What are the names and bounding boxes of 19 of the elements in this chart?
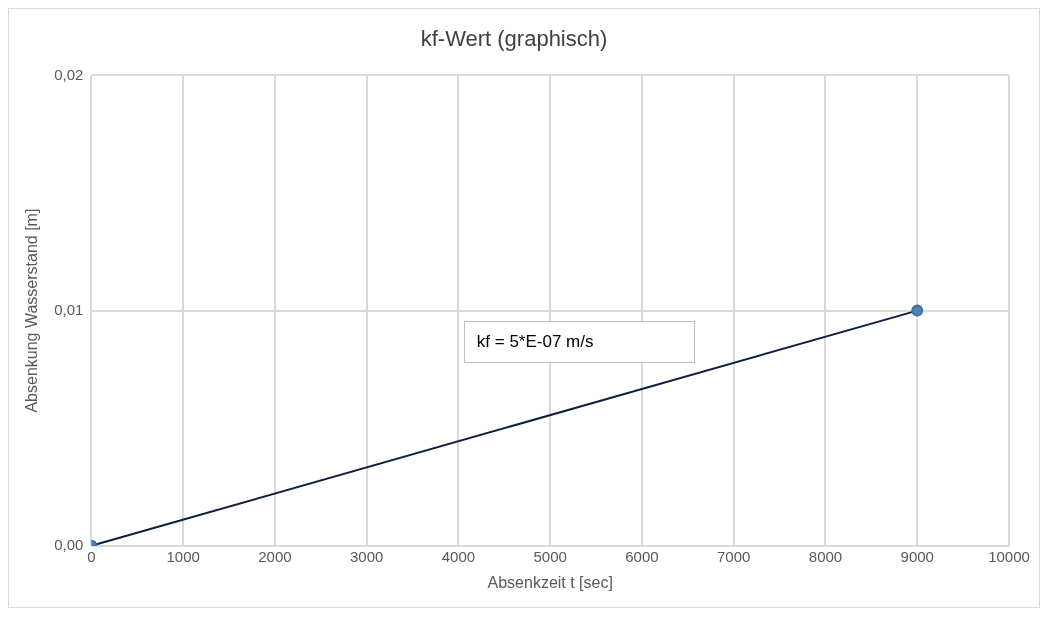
y-tick-label: 0,02 bbox=[54, 65, 84, 83]
x-tick-label: 8000 bbox=[808, 547, 843, 565]
x-tick-label: 6000 bbox=[625, 547, 659, 565]
x-tick-label: 5000 bbox=[533, 547, 567, 565]
x-tick-label: 7000 bbox=[717, 547, 751, 565]
x-tick-label: 0 bbox=[87, 547, 96, 565]
y-tick-label: 0,01 bbox=[54, 300, 84, 318]
y-tick-label: 0,00 bbox=[54, 535, 84, 553]
x-tick-label: 3000 bbox=[349, 547, 384, 565]
annotation: kf = 5*E-07 m/s bbox=[476, 331, 594, 351]
x-tick-label: 2000 bbox=[258, 547, 292, 565]
chart-title: kf-Wert (graphisch) bbox=[420, 26, 608, 52]
x-tick-label: 4000 bbox=[441, 547, 476, 565]
y-axis-title: Absenkung Wasserstand [m] bbox=[23, 208, 41, 413]
x-tick-label: 1000 bbox=[166, 547, 200, 565]
x-tick-label: 10000 bbox=[988, 547, 1030, 565]
x-tick-label: 9000 bbox=[900, 547, 934, 565]
x-axis-title: Absenkzeit t [sec] bbox=[487, 573, 613, 591]
text-box: kf = 5*E-07 m/s bbox=[463, 320, 695, 363]
